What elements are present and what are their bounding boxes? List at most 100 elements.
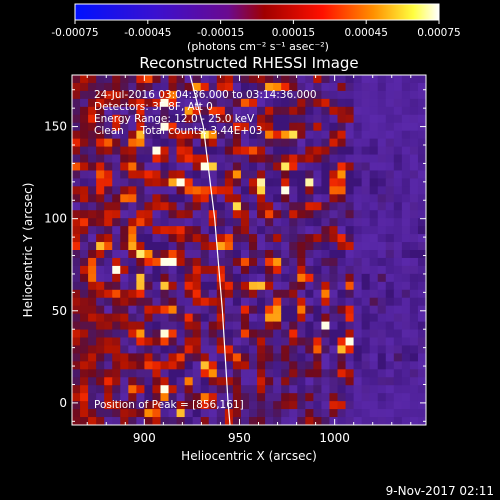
heatmap-cell	[249, 250, 258, 259]
heatmap-cell	[265, 98, 274, 108]
heatmap-cell	[289, 106, 298, 116]
heatmap-cell	[72, 313, 81, 323]
heatmap-cell	[257, 305, 266, 315]
heatmap-cell	[240, 361, 250, 370]
heatmap-cell	[224, 289, 234, 299]
heatmap-cell	[313, 186, 323, 195]
heatmap-cell	[409, 321, 419, 331]
heatmap-cell	[257, 313, 266, 323]
heatmap-cell	[168, 385, 178, 394]
heatmap-cell	[128, 234, 137, 243]
heatmap-cell	[281, 202, 290, 211]
heatmap-cell	[353, 273, 363, 283]
heatmap-cell	[184, 234, 194, 243]
heatmap-cell	[353, 202, 363, 211]
heatmap-cell	[297, 401, 306, 410]
heatmap-cell	[136, 130, 146, 140]
heatmap-cell	[281, 242, 290, 251]
heatmap-cell	[128, 329, 137, 339]
heatmap-cell	[305, 385, 314, 394]
heatmap-cell	[160, 75, 170, 84]
heatmap-cell	[152, 146, 162, 156]
heatmap-cell	[224, 377, 234, 386]
heatmap-cell	[152, 369, 162, 378]
heatmap-cell	[393, 361, 403, 370]
heatmap-cell	[385, 114, 395, 124]
heatmap-cell	[128, 257, 137, 267]
heatmap-cell	[265, 361, 274, 370]
heatmap-cell	[329, 345, 339, 354]
heatmap-cell	[232, 409, 242, 418]
heatmap-cell	[160, 138, 170, 148]
annotation-detectors: Detectors: 3F 8F, Att 0	[94, 101, 213, 113]
heatmap-cell	[249, 218, 258, 227]
heatmap-cell	[337, 242, 347, 251]
heatmap-cell	[385, 162, 395, 172]
heatmap-cell	[281, 313, 290, 323]
heatmap-cell	[297, 385, 306, 394]
heatmap-cell	[305, 170, 314, 179]
heatmap-cell	[144, 250, 154, 259]
heatmap-cell	[104, 257, 113, 267]
heatmap-cell	[281, 114, 290, 124]
heatmap-cell	[257, 186, 266, 195]
heatmap-cell	[337, 297, 347, 307]
heatmap-cell	[377, 377, 387, 386]
heatmap-cell	[168, 90, 178, 100]
heatmap-cell	[401, 345, 411, 354]
heatmap-cell	[104, 186, 113, 195]
heatmap-cell	[112, 361, 121, 370]
heatmap-cell	[120, 234, 129, 243]
heatmap-cell	[377, 289, 387, 299]
heatmap-cell	[313, 250, 323, 259]
heatmap-cell	[176, 210, 186, 219]
heatmap-cell	[345, 417, 355, 425]
heatmap-cell	[232, 82, 242, 92]
heatmap-cell	[224, 146, 234, 156]
heatmap-cell	[345, 257, 355, 267]
heatmap-cell	[321, 114, 331, 124]
heatmap-cell	[401, 401, 411, 410]
heatmap-cell	[128, 114, 137, 124]
heatmap-cell	[417, 146, 426, 156]
heatmap-cell	[353, 250, 363, 259]
heatmap-cell	[120, 186, 129, 195]
heatmap-cell	[297, 178, 306, 187]
heatmap-cell	[112, 353, 121, 362]
heatmap-cell	[240, 353, 250, 362]
heatmap-cell	[369, 377, 379, 386]
heatmap-cell	[385, 337, 395, 347]
heatmap-cell	[208, 329, 218, 339]
heatmap-cell	[232, 257, 242, 267]
heatmap-cell	[393, 289, 403, 299]
heatmap-cell	[401, 218, 411, 227]
heatmap-cell	[417, 138, 426, 148]
heatmap-cell	[160, 337, 170, 347]
heatmap-cell	[224, 210, 234, 219]
heatmap-cell	[96, 106, 105, 116]
heatmap-cell	[329, 265, 339, 275]
heatmap-cell	[321, 218, 331, 227]
heatmap-cell	[112, 130, 121, 140]
heatmap-cell	[224, 194, 234, 203]
heatmap-cell	[417, 401, 426, 410]
heatmap-cell	[345, 321, 355, 331]
heatmap-cell	[313, 377, 323, 386]
heatmap-cell	[80, 186, 89, 195]
heatmap-cell	[265, 289, 274, 299]
heatmap-cell	[265, 353, 274, 362]
heatmap-cell	[112, 250, 121, 259]
heatmap-cell	[144, 313, 154, 323]
heatmap-cell	[184, 194, 194, 203]
heatmap-cell	[281, 417, 290, 425]
heatmap-cell	[393, 377, 403, 386]
heatmap-cell	[353, 106, 363, 116]
heatmap-cell	[369, 146, 379, 156]
heatmap-cell	[385, 361, 395, 370]
heatmap-cell	[240, 273, 250, 283]
heatmap-cell	[273, 154, 282, 164]
colorbar	[74, 3, 440, 21]
heatmap-cell	[240, 114, 250, 124]
heatmap-cell	[361, 186, 371, 195]
heatmap-cell	[128, 242, 137, 251]
